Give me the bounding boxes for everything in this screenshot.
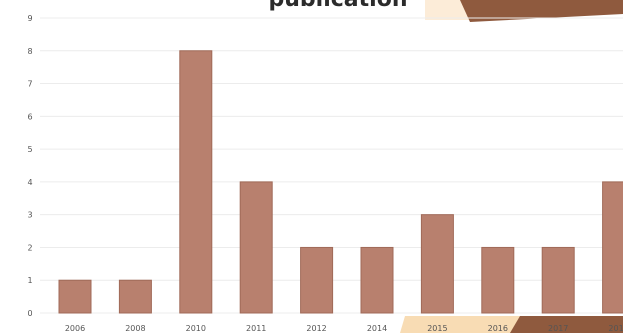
overlay-dark-bottom — [510, 316, 623, 333]
x-tick-label: 2012 — [306, 324, 326, 333]
x-tick-label: 2016 — [488, 324, 508, 333]
y-tick-label: 1 — [27, 276, 32, 285]
overlay-light-bottom — [400, 316, 520, 333]
y-tick-label: 7 — [27, 80, 32, 89]
x-tick-label: 2017 — [548, 324, 568, 333]
y-tick-label: 6 — [27, 112, 32, 121]
x-tick-label: 2018 — [608, 324, 623, 333]
bar — [602, 181, 623, 314]
overlay-pale-top — [425, 0, 470, 20]
x-tick-label: 2006 — [65, 324, 85, 333]
bar — [300, 246, 334, 314]
y-tick-label: 3 — [27, 211, 32, 220]
bar — [360, 246, 394, 314]
y-tick-label: 2 — [27, 243, 32, 252]
bar — [58, 279, 92, 314]
bar — [420, 214, 454, 314]
bar — [481, 246, 515, 314]
overlay-dark-top — [460, 0, 623, 22]
x-tick-label: 2011 — [246, 324, 266, 333]
bar — [118, 279, 152, 314]
x-tick-label: 2014 — [367, 324, 387, 333]
x-tick-label: 2010 — [186, 324, 206, 333]
y-tick-label: 5 — [27, 145, 32, 154]
bar — [239, 181, 273, 314]
bar — [179, 50, 213, 314]
bars — [58, 50, 623, 314]
y-tick-label: 9 — [27, 14, 32, 23]
y-axis-ticks: 0 1 2 3 4 5 6 7 8 9 — [27, 14, 32, 318]
x-tick-label: 2008 — [125, 324, 145, 333]
y-tick-label: 8 — [27, 47, 32, 56]
x-axis-ticks: 2006 2008 2010 2011 2012 2014 2015 2016 2017 2018 — [65, 324, 623, 333]
bar — [541, 246, 575, 314]
y-tick-label: 4 — [27, 178, 32, 187]
y-tick-label: 0 — [27, 309, 32, 318]
chart-title: publication — [269, 0, 408, 12]
overlay-decoration — [400, 0, 623, 333]
x-tick-label: 2015 — [427, 324, 447, 333]
gridlines — [40, 17, 623, 314]
